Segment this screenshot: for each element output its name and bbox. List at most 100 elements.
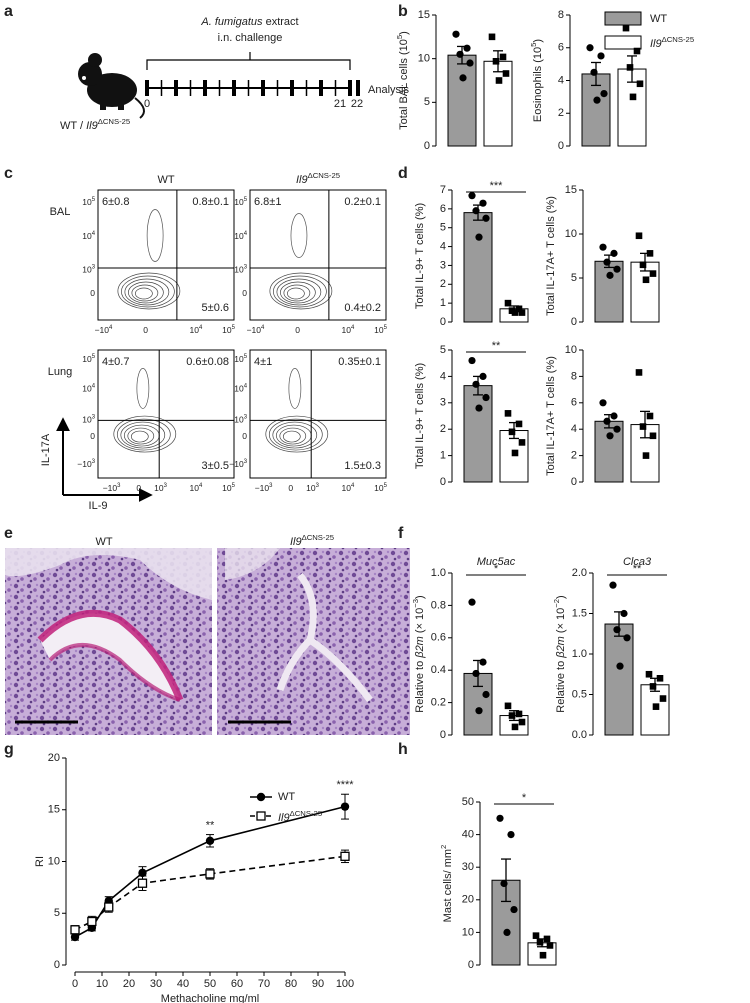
data-point <box>635 369 643 376</box>
text-part: 10 <box>222 483 232 493</box>
annotation: **** <box>336 779 354 791</box>
data-point <box>500 879 508 888</box>
x-tick-label: 0 <box>288 483 293 493</box>
significance: * <box>522 792 527 804</box>
panel-label: g <box>4 741 14 758</box>
data-point <box>599 399 607 407</box>
contour <box>288 368 302 409</box>
data-point <box>508 712 516 719</box>
text-part: ) <box>555 595 567 599</box>
data-point <box>609 581 617 589</box>
data-point <box>536 938 544 946</box>
data-point <box>518 309 526 316</box>
data-point <box>613 425 621 433</box>
text-part: 10 <box>82 384 92 394</box>
y-tick-label: 4 <box>440 240 446 252</box>
wt: WT / <box>60 120 86 132</box>
x-tick-label: −104 <box>95 325 113 336</box>
data-point <box>606 271 614 279</box>
data-point <box>515 420 523 428</box>
quadrant-label: 5±0.6 <box>202 302 229 314</box>
data-point <box>635 232 643 240</box>
brace <box>146 52 351 70</box>
text-part: −10 <box>229 459 244 469</box>
quadrant-label: 0.8±0.1 <box>192 196 229 208</box>
quadrant-label: 6±0.8 <box>102 196 129 208</box>
data-point <box>482 690 490 699</box>
y-tick-label: 2 <box>440 423 446 435</box>
y-tick-label: 104 <box>234 383 247 394</box>
data-point <box>610 249 618 257</box>
y-tick-label: 3 <box>440 259 446 271</box>
text-part: 10 <box>342 325 352 335</box>
legend-swatch <box>604 35 642 50</box>
y-axis-label: Total IL-9+ T cells (%) <box>414 363 426 469</box>
contour <box>283 284 311 302</box>
y-tick-label: 5 <box>424 96 430 108</box>
y-tick-label: 1.5 <box>572 607 587 619</box>
text-part: 3 <box>164 483 168 489</box>
data-point <box>472 380 480 388</box>
contour <box>128 281 164 304</box>
text-part: −10 <box>255 483 270 493</box>
data-point <box>504 410 512 417</box>
data-point <box>463 44 471 52</box>
contour <box>272 421 318 449</box>
y-tick-label: 15 <box>418 9 430 21</box>
chart-title: Clca3 <box>623 556 652 568</box>
data-point <box>646 250 654 257</box>
data-point <box>622 24 630 32</box>
y-tick-label: 2.0 <box>572 567 587 579</box>
data-point <box>472 669 480 678</box>
data-point <box>495 77 503 84</box>
panel-label: a <box>4 3 13 20</box>
x-tick-label: 104 <box>342 483 355 494</box>
marker <box>70 932 80 942</box>
agent-rest: extract <box>263 16 299 28</box>
text-part: 10 <box>234 197 244 207</box>
text-part: 0 <box>136 483 141 493</box>
x-tick-label: 70 <box>258 978 270 990</box>
text-part: 10 <box>154 483 164 493</box>
bar <box>447 54 477 147</box>
y-tick-label: 2 <box>558 107 564 119</box>
bar <box>604 623 634 736</box>
x-tick-label: 103 <box>306 483 319 494</box>
quadrant-label: 1.5±0.3 <box>344 460 381 472</box>
y-tick-label: 0.4 <box>431 664 446 676</box>
text-part: 3 <box>269 483 273 489</box>
genotype-label: Il9ΔCNS-25 <box>650 35 694 50</box>
x-tick-label: 0 <box>72 978 78 990</box>
contour <box>268 418 323 451</box>
gene: Il9 <box>650 38 662 50</box>
significance: ** <box>492 340 501 352</box>
text-part: 5 <box>244 197 248 203</box>
chart-title: Muc5ac <box>477 556 516 568</box>
data-point <box>532 932 540 939</box>
y-tick-label: 10 <box>48 855 60 867</box>
y-tick-label: 10 <box>565 228 577 240</box>
data-point <box>649 432 657 440</box>
x-tick-label: 30 <box>150 978 162 990</box>
x-tick-label: 40 <box>177 978 189 990</box>
contour <box>136 368 150 409</box>
y-tick-label: 105 <box>82 197 95 208</box>
endpoint: Analysis <box>368 84 409 96</box>
contour <box>273 275 327 308</box>
data-point <box>543 935 551 943</box>
data-point <box>503 928 511 937</box>
allele: ΔCNS-25 <box>290 809 322 818</box>
y-tick-label: 4 <box>558 74 564 86</box>
y-tick-label: 10 <box>418 53 430 65</box>
contour <box>113 415 177 453</box>
y-tick-label: 105 <box>82 354 95 365</box>
bar <box>463 385 493 483</box>
text-part: 10 <box>82 231 92 241</box>
text-part: Mast cells/ mm <box>442 849 454 922</box>
text-part: (× 10 <box>555 608 567 636</box>
data-point <box>616 662 624 670</box>
bar <box>491 879 521 966</box>
x-axis-label: Methacholine mg/ml <box>161 993 259 1003</box>
data-point <box>502 70 510 77</box>
data-point <box>496 814 504 822</box>
